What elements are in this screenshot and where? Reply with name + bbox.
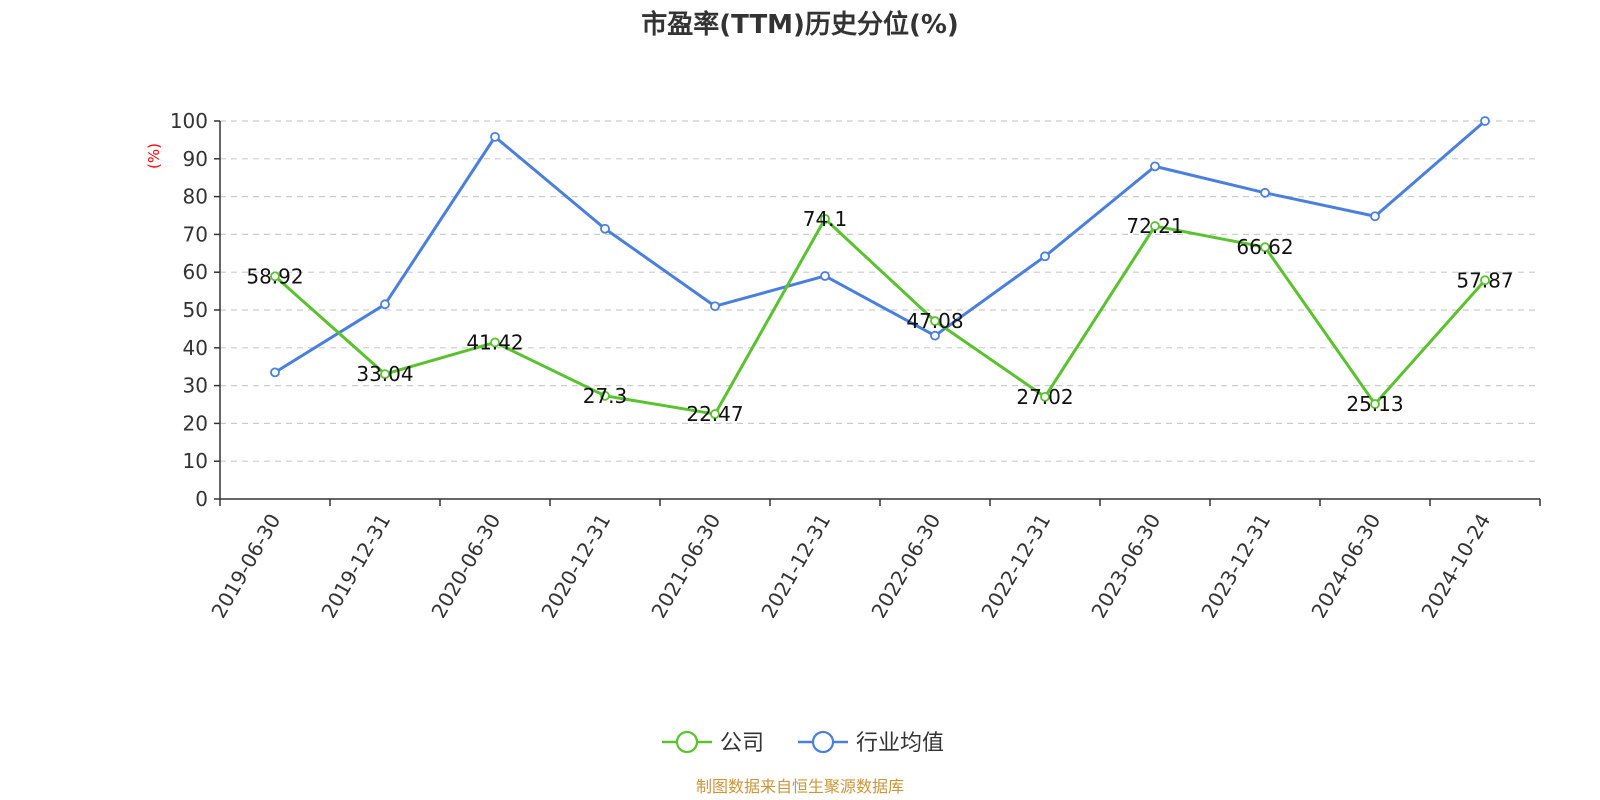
- series-layer: [270, 116, 1490, 419]
- data-point: [490, 337, 500, 348]
- y-tick-label: 0: [195, 487, 208, 511]
- y-tick-label: 10: [183, 449, 208, 473]
- x-tick-label: 2022-06-30: [866, 510, 945, 623]
- source-note: 制图数据来自恒生聚源数据库: [696, 777, 904, 796]
- legend-marker: [811, 730, 835, 754]
- data-point: [1040, 251, 1050, 262]
- data-point: [380, 369, 390, 380]
- y-tick-label: 90: [183, 147, 208, 171]
- series-company: [270, 214, 1490, 419]
- x-tick-label: 2024-10-24: [1416, 510, 1495, 623]
- data-point: [1040, 391, 1050, 402]
- data-labels: 58.92 33.04 41.42 27.3 22.47 74.1 47.08 27.02 72…: [246, 207, 1513, 426]
- legend-item-industry-average[interactable]: 行业均值: [798, 730, 944, 756]
- x-tick-label: 2024-06-30: [1306, 510, 1385, 623]
- legend-label: 公司: [720, 731, 764, 756]
- data-point: [1260, 242, 1270, 253]
- data-point: [270, 271, 280, 282]
- data-point: [820, 214, 830, 224]
- chart-title: 市盈率(TTM)历史分位(%): [641, 9, 959, 40]
- data-label: 27.02: [1016, 385, 1073, 409]
- data-point: [490, 131, 500, 142]
- grid: [220, 120, 1540, 462]
- data-label: 41.42: [466, 330, 523, 354]
- data-point: [1480, 116, 1490, 126]
- data-label: 47.08: [906, 309, 963, 333]
- y-tick-label: 80: [183, 185, 208, 209]
- x-tick-label: 2022-12-31: [976, 510, 1055, 623]
- x-tick-label: 2020-06-30: [426, 510, 505, 623]
- y-tick-label: 50: [183, 298, 208, 322]
- legend-label: 行业均值: [856, 731, 944, 756]
- x-tick-label: 2019-12-31: [316, 510, 395, 623]
- x-tick-label: 2023-06-30: [1086, 510, 1165, 623]
- data-label: 57.87: [1456, 268, 1513, 292]
- data-point: [1480, 275, 1490, 286]
- x-tick-label: 2023-12-31: [1196, 510, 1275, 623]
- y-tick-label: 30: [183, 374, 208, 398]
- data-point: [710, 409, 720, 419]
- data-label: 58.92: [246, 264, 303, 288]
- data-point: [600, 223, 610, 234]
- data-point: [820, 271, 830, 281]
- x-tick-label: 2021-12-31: [756, 510, 835, 623]
- legend-marker: [675, 730, 699, 754]
- data-point: [930, 330, 940, 341]
- y-tick-label: 70: [183, 222, 208, 246]
- data-label: 74.1: [803, 207, 848, 231]
- data-point: [1150, 161, 1160, 172]
- data-point: [380, 299, 390, 310]
- legend: 公司 行业均值: [662, 730, 944, 756]
- y-tick-label: 60: [183, 260, 208, 284]
- data-point: [1150, 221, 1160, 231]
- x-tick-label: 2020-12-31: [536, 510, 615, 623]
- legend-item-company[interactable]: 公司: [662, 730, 764, 756]
- x-tick-label: 2019-06-30: [206, 510, 285, 623]
- data-point: [1370, 399, 1380, 409]
- data-label: 72.21: [1126, 214, 1183, 238]
- data-label: 33.04: [356, 362, 413, 386]
- series-line: [274, 119, 1486, 374]
- data-label: 27.3: [583, 384, 628, 408]
- data-point: [270, 367, 280, 378]
- data-label: 66.62: [1236, 235, 1293, 259]
- data-point: [1260, 187, 1270, 198]
- y-axis-label: (%): [145, 143, 163, 169]
- x-tick-label: 2021-06-30: [646, 510, 725, 623]
- data-point: [930, 316, 940, 326]
- data-label: 25.13: [1346, 392, 1403, 416]
- data-point: [1370, 211, 1380, 222]
- y-tick-label: 100: [170, 109, 208, 133]
- series-industry-average: [270, 116, 1490, 378]
- y-tick-label: 40: [183, 336, 208, 360]
- data-label: 22.47: [686, 402, 743, 426]
- data-point: [710, 301, 720, 312]
- y-tick-label: 20: [183, 411, 208, 435]
- series-line: [274, 217, 1487, 416]
- data-point: [600, 390, 610, 401]
